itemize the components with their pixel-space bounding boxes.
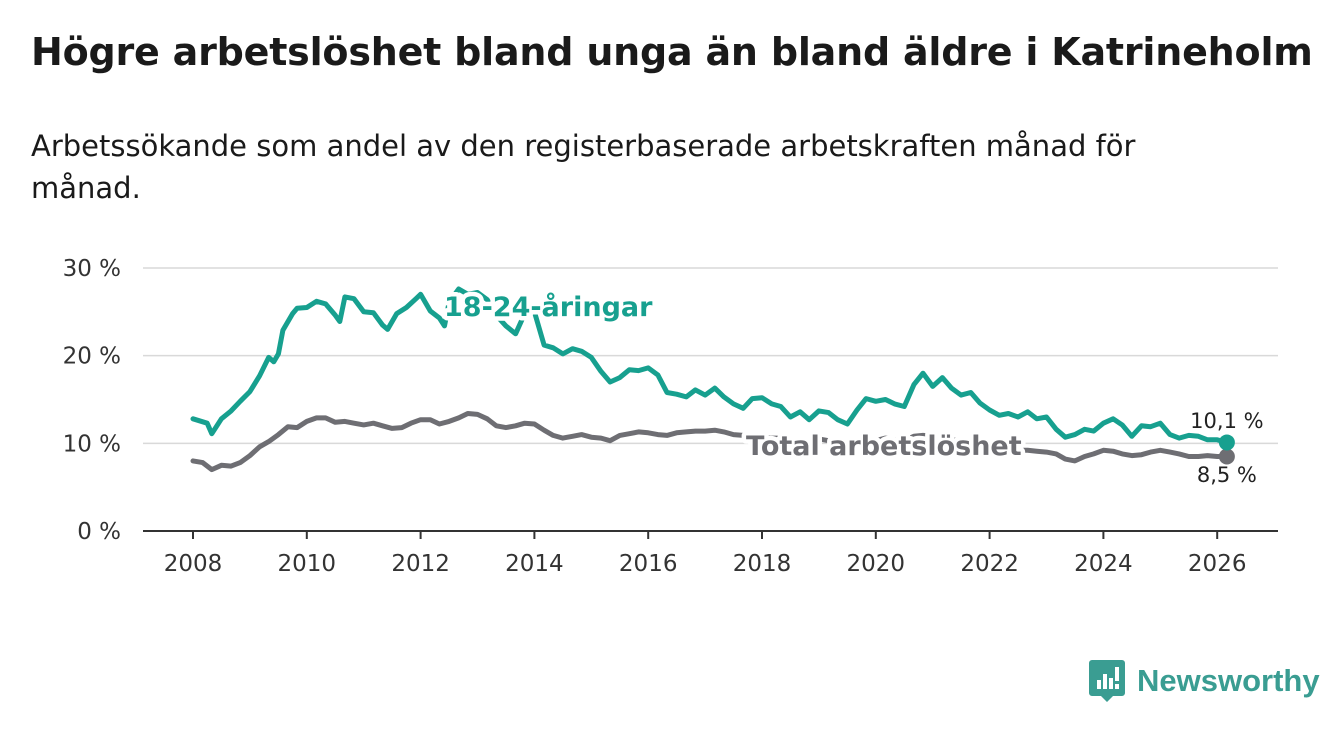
chart-title: Högre arbetslöshet bland unga än bland ä… bbox=[31, 30, 1313, 74]
newsworthy-logo-icon bbox=[1089, 660, 1125, 702]
series-lines bbox=[190, 286, 1230, 473]
y-tick-label: 30 % bbox=[63, 256, 121, 282]
series-label-18-24: 18-24-åringar bbox=[444, 291, 653, 323]
gridlines bbox=[143, 267, 1278, 532]
chart-subtitle: Arbetssökande som andel av den registerb… bbox=[31, 129, 1136, 205]
x-tick-label: 2018 bbox=[733, 551, 792, 577]
end-point-total bbox=[1218, 448, 1235, 465]
end-value-label-18-24: 10,1 % bbox=[1190, 409, 1263, 433]
series-labels: 18-24-åringar Total arbetslöshet 10,1 % 8,5… bbox=[440, 287, 1264, 488]
x-tick-label: 2026 bbox=[1188, 551, 1247, 577]
series-line-18-24 bbox=[190, 286, 1230, 445]
brand-logo: Newsworthy bbox=[1089, 660, 1320, 702]
x-tick-label: 2022 bbox=[960, 551, 1019, 577]
x-tick-label: 2008 bbox=[164, 551, 223, 577]
series-label-total: Total arbetslöshet bbox=[746, 431, 1022, 462]
x-tick-label: 2012 bbox=[391, 551, 450, 577]
end-value-label-total: 8,5 % bbox=[1197, 463, 1257, 487]
x-tick-label: 2020 bbox=[847, 551, 906, 577]
axis-ticks: 0 % 10 % 20 % 30 % 2008 2010 2012 2014 2016 2018 2… bbox=[63, 256, 1247, 577]
y-tick-label: 0 % bbox=[77, 519, 121, 545]
y-tick-label: 10 % bbox=[63, 431, 121, 457]
series-line-total bbox=[190, 411, 1230, 473]
end-point-18-24 bbox=[1218, 434, 1235, 451]
x-tick-label: 2024 bbox=[1074, 551, 1133, 577]
y-tick-label: 20 % bbox=[63, 344, 121, 370]
x-tick-label: 2016 bbox=[619, 551, 678, 577]
x-tick-label: 2014 bbox=[505, 551, 564, 577]
brand-name: Newsworthy bbox=[1137, 663, 1320, 698]
x-tick-label: 2010 bbox=[278, 551, 337, 577]
